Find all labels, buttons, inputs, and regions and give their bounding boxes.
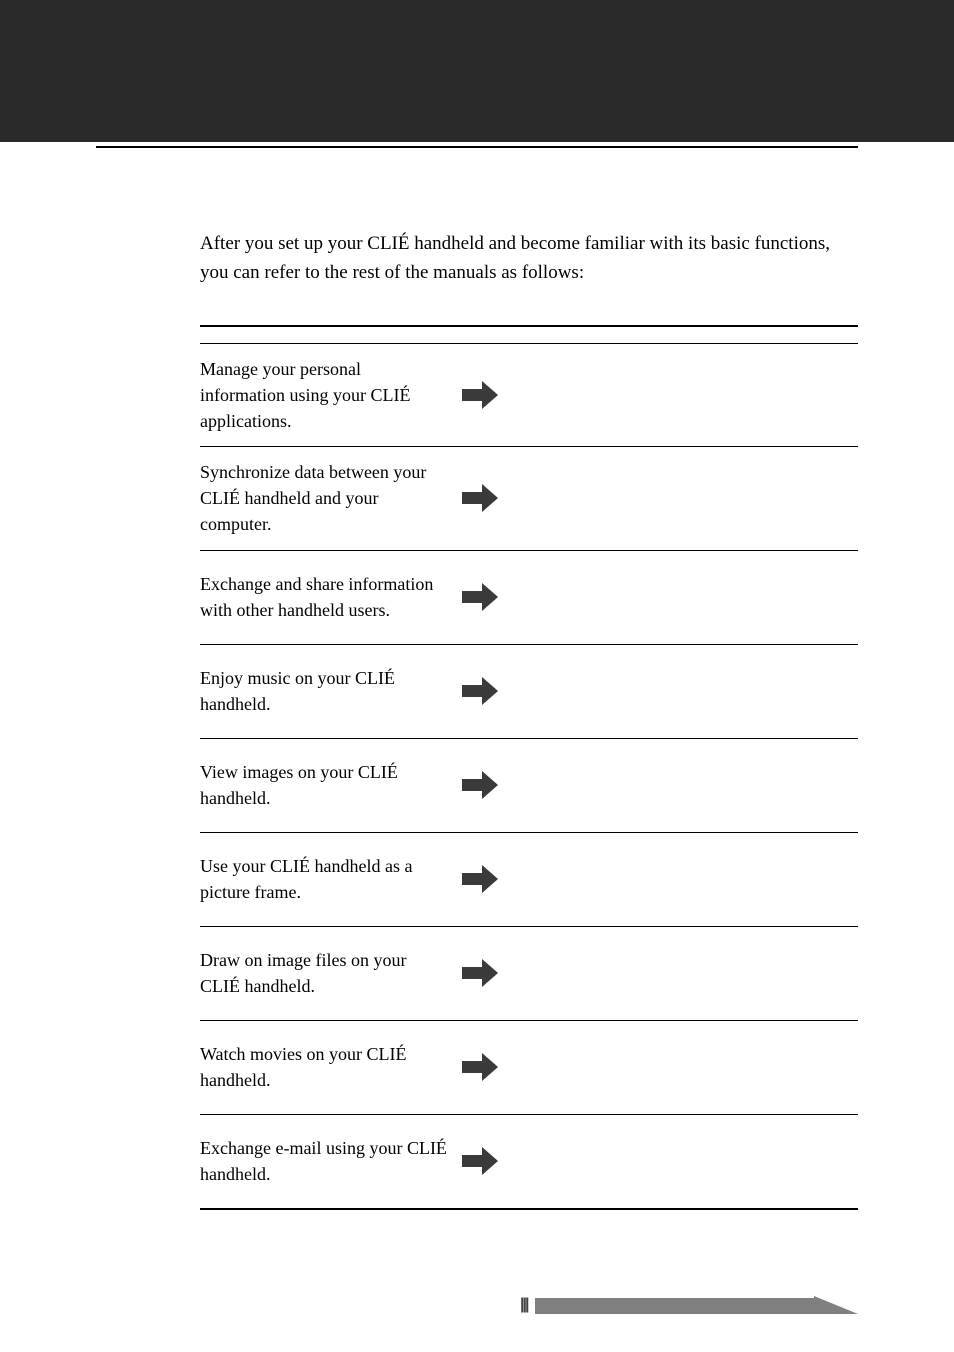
row-desc: View images on your CLIÉ handheld. <box>200 759 450 811</box>
row-desc: Synchronize data between your CLIÉ handh… <box>200 459 450 537</box>
row-desc: Manage your personal information using y… <box>200 356 450 434</box>
arrow-cell <box>450 671 500 711</box>
arrow-right-icon <box>460 953 500 993</box>
table-row: Draw on image files on your CLIÉ handhel… <box>200 926 858 1020</box>
arrow-right-icon <box>460 1047 500 1087</box>
table-row: View images on your CLIÉ handheld. <box>200 738 858 832</box>
arrow-cell <box>450 765 500 805</box>
arrow-right-icon <box>460 375 500 415</box>
table-bottom-rule <box>200 1208 858 1210</box>
arrow-cell <box>450 1047 500 1087</box>
continue-arrow-icon <box>814 1296 858 1314</box>
row-desc: Exchange and share information with othe… <box>200 571 450 623</box>
table-row: Enjoy music on your CLIÉ handheld. <box>200 644 858 738</box>
footer-bar <box>535 1298 814 1314</box>
table-row: Use your CLIÉ handheld as a picture fram… <box>200 832 858 926</box>
arrow-cell <box>450 1141 500 1181</box>
arrow-right-icon <box>460 577 500 617</box>
arrow-right-icon <box>460 765 500 805</box>
page-mark: ||| <box>520 1296 527 1314</box>
arrow-cell <box>450 375 500 415</box>
arrow-cell <box>450 478 500 518</box>
row-desc: Watch movies on your CLIÉ handheld. <box>200 1041 450 1093</box>
row-desc: Enjoy music on your CLIÉ handheld. <box>200 665 450 717</box>
reference-table: Manage your personal information using y… <box>200 325 858 1210</box>
table-row: Exchange and share information with othe… <box>200 550 858 644</box>
table-top-rule <box>200 325 858 343</box>
header-bar <box>0 0 954 142</box>
table-row: Synchronize data between your CLIÉ handh… <box>200 446 858 549</box>
row-desc: Draw on image files on your CLIÉ handhel… <box>200 947 450 999</box>
arrow-right-icon <box>460 478 500 518</box>
arrow-cell <box>450 859 500 899</box>
arrow-cell <box>450 577 500 617</box>
arrow-right-icon <box>460 1141 500 1181</box>
table-row: Manage your personal information using y… <box>200 343 858 446</box>
arrow-right-icon <box>460 859 500 899</box>
table-row: Watch movies on your CLIÉ handheld. <box>200 1020 858 1114</box>
row-desc: Use your CLIÉ handheld as a picture fram… <box>200 853 450 905</box>
arrow-right-icon <box>460 671 500 711</box>
arrow-cell <box>450 953 500 993</box>
page-content: After you set up your CLIÉ handheld and … <box>0 230 954 1210</box>
footer: ||| <box>520 1296 858 1314</box>
header-rule <box>96 146 858 148</box>
intro-text: After you set up your CLIÉ handheld and … <box>200 230 858 287</box>
row-desc: Exchange e-mail using your CLIÉ handheld… <box>200 1135 450 1187</box>
table-row: Exchange e-mail using your CLIÉ handheld… <box>200 1114 858 1208</box>
